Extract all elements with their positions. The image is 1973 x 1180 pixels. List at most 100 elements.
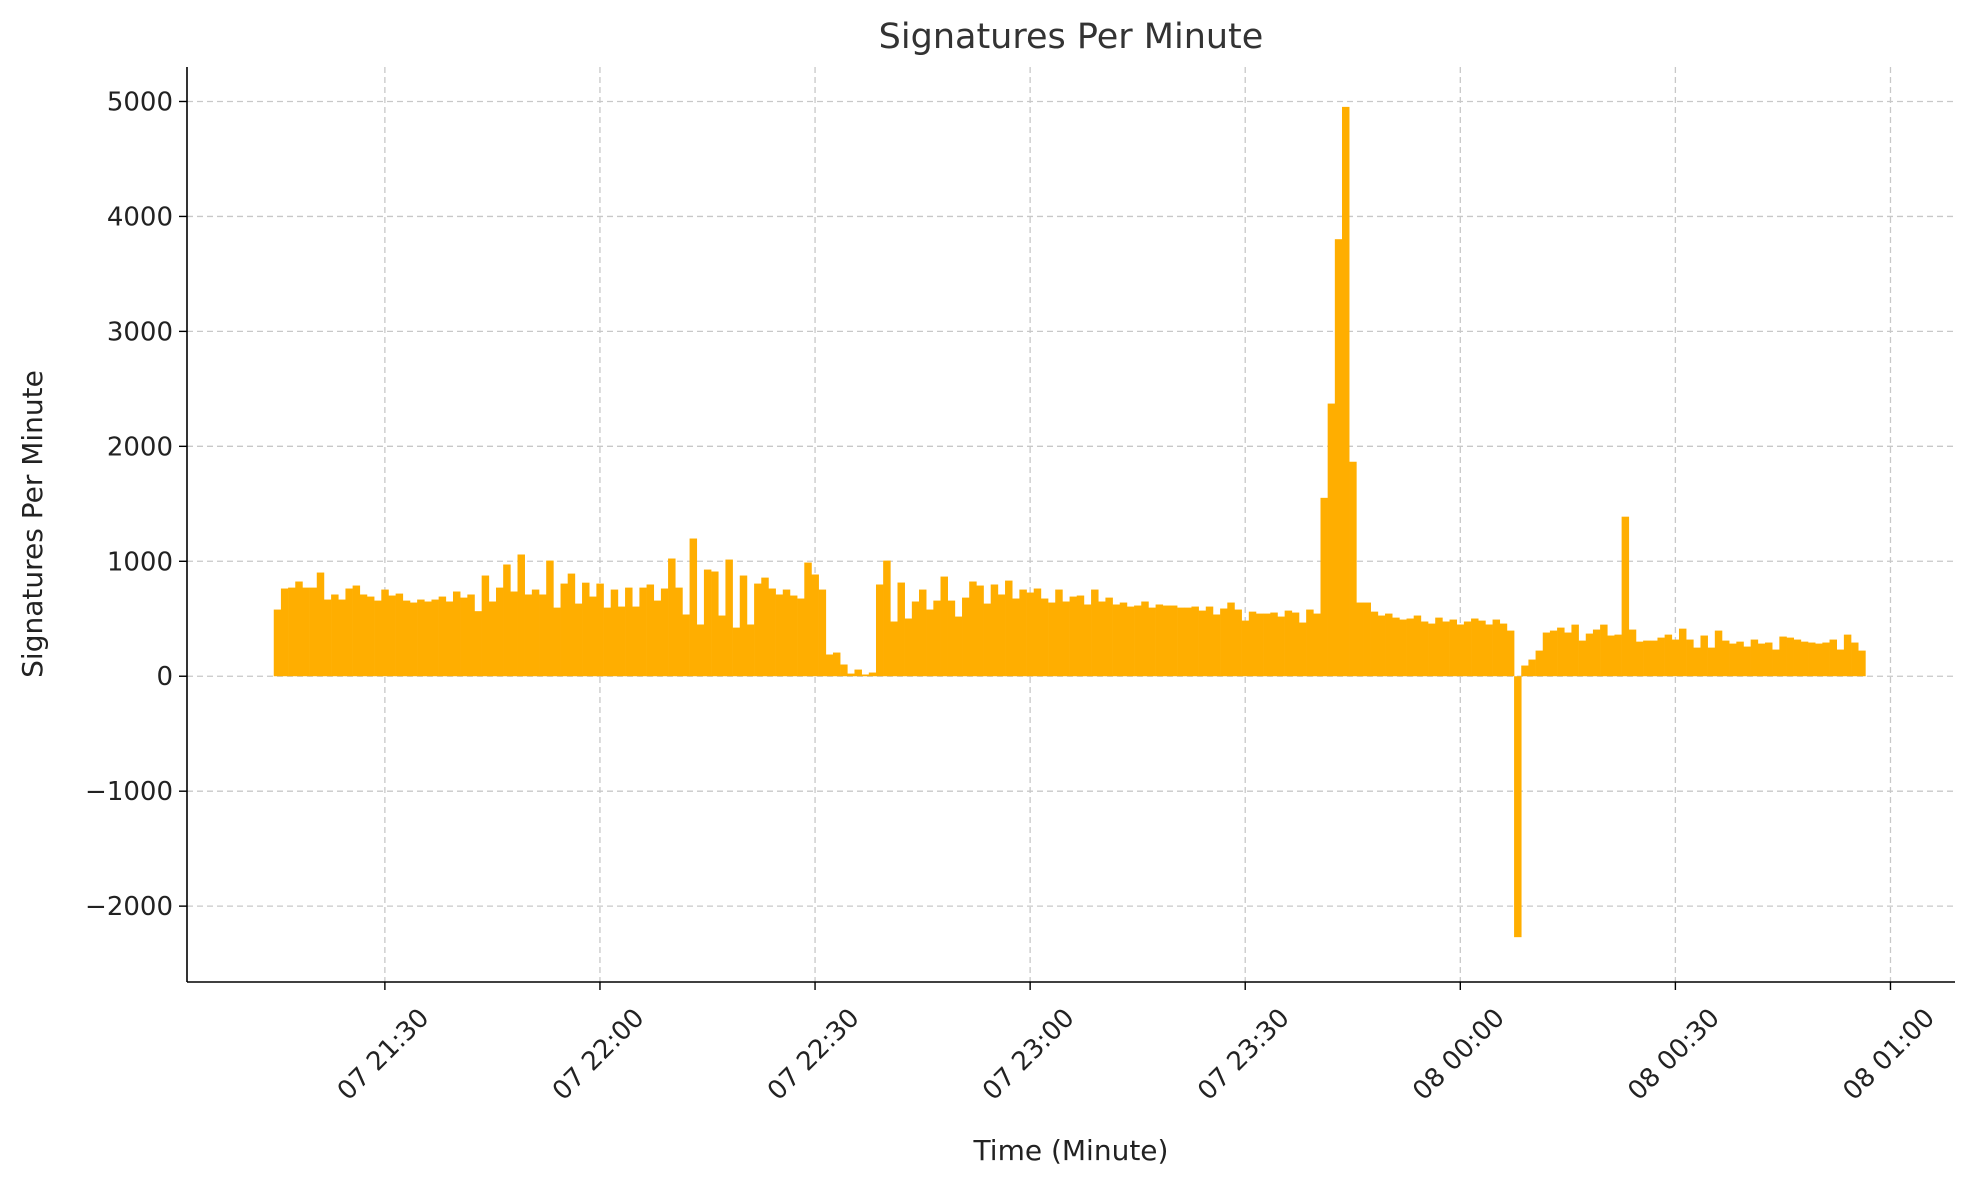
chart-title: Signatures Per Minute xyxy=(879,17,1264,57)
bar xyxy=(1255,613,1264,677)
x-tick-label: 07 23:00 xyxy=(977,1003,1080,1106)
bar xyxy=(1765,642,1773,677)
bar xyxy=(1678,628,1687,677)
bar xyxy=(1406,618,1415,677)
x-axis-label: Time (Minute) xyxy=(973,1134,1169,1167)
bar xyxy=(474,611,482,677)
bar xyxy=(1449,619,1458,677)
bar xyxy=(1506,630,1515,677)
bar xyxy=(374,600,382,677)
bar xyxy=(1040,598,1049,677)
bar xyxy=(1241,620,1250,677)
bar xyxy=(847,673,855,677)
x-tick-label: 07 22:00 xyxy=(547,1003,650,1106)
bar xyxy=(1212,614,1221,677)
bar xyxy=(1234,609,1242,677)
bar xyxy=(660,588,669,677)
bar xyxy=(1298,622,1307,677)
bar xyxy=(983,603,992,677)
bar xyxy=(1743,646,1751,677)
bar xyxy=(524,594,533,677)
bar xyxy=(1714,630,1723,677)
bar xyxy=(1091,589,1099,677)
bar xyxy=(589,596,597,677)
bar xyxy=(445,601,454,677)
bar xyxy=(711,571,719,677)
x-tick-label: 08 01:00 xyxy=(1837,1003,1940,1106)
bar xyxy=(1055,589,1063,677)
bar xyxy=(646,584,655,677)
bar xyxy=(1779,636,1787,677)
axes xyxy=(186,67,1955,983)
bar xyxy=(818,589,827,677)
bar xyxy=(904,618,913,677)
bar xyxy=(668,558,676,677)
bar xyxy=(1349,461,1357,677)
bar xyxy=(1306,609,1314,677)
bar xyxy=(539,594,547,677)
bar xyxy=(1564,632,1572,677)
bar xyxy=(1600,624,1608,677)
bar xyxy=(1313,613,1321,677)
bar xyxy=(1721,640,1730,677)
bar xyxy=(1134,605,1142,677)
bar xyxy=(997,594,1006,677)
bar xyxy=(1428,623,1436,677)
bar xyxy=(703,569,712,677)
bar xyxy=(1463,621,1472,677)
bar xyxy=(825,654,834,677)
bar xyxy=(424,601,432,677)
bar xyxy=(345,588,353,677)
bar xyxy=(1220,608,1228,677)
bar xyxy=(1635,641,1644,677)
bar xyxy=(1399,619,1407,677)
bar xyxy=(553,607,561,677)
bar xyxy=(603,607,612,677)
y-tick-label: 1000 xyxy=(107,547,173,577)
bar xyxy=(1686,639,1694,677)
bar xyxy=(1671,639,1680,677)
bar xyxy=(388,595,396,677)
bar xyxy=(1033,588,1042,677)
bar xyxy=(1148,607,1156,677)
bar xyxy=(1800,641,1809,677)
bar xyxy=(331,594,339,677)
bar xyxy=(897,582,905,677)
bar xyxy=(840,664,848,677)
bar xyxy=(739,575,748,677)
bar xyxy=(567,573,576,677)
bar xyxy=(868,672,877,677)
bar xyxy=(359,594,368,677)
bar xyxy=(696,624,705,677)
bar xyxy=(1005,580,1013,677)
bar xyxy=(1528,659,1536,677)
bar xyxy=(1162,605,1171,677)
bar xyxy=(653,600,662,677)
bar xyxy=(854,669,862,677)
bar xyxy=(517,554,525,677)
bar xyxy=(1126,606,1135,677)
bar xyxy=(1169,605,1178,677)
bar xyxy=(610,589,619,677)
x-tick-label: 07 21:30 xyxy=(332,1003,435,1106)
x-tick-label: 07 23:30 xyxy=(1192,1003,1295,1106)
bar xyxy=(775,594,784,677)
bar xyxy=(395,593,404,677)
bar xyxy=(1270,612,1278,677)
bar xyxy=(1320,497,1328,677)
y-tick-label: −1000 xyxy=(85,777,173,807)
bar xyxy=(280,588,289,677)
bar xyxy=(632,606,640,677)
bar xyxy=(926,609,934,677)
bar xyxy=(940,576,948,677)
bar xyxy=(1435,617,1443,677)
bar xyxy=(732,627,741,677)
bar xyxy=(1248,611,1257,677)
bar xyxy=(1141,601,1149,677)
bar xyxy=(1793,639,1802,677)
bar xyxy=(947,600,956,677)
bar xyxy=(890,621,898,677)
bar xyxy=(1377,615,1386,677)
bar xyxy=(761,577,769,677)
